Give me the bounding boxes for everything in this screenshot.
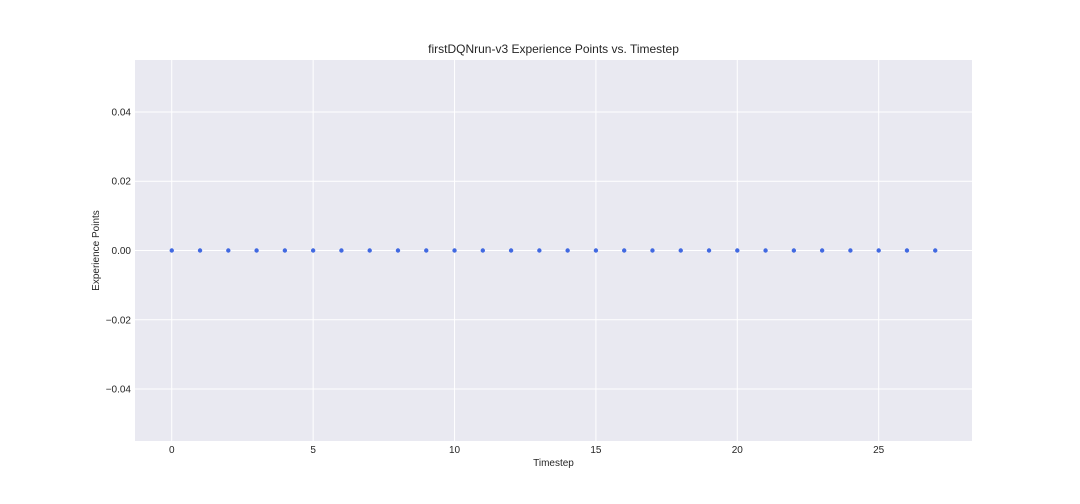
data-point xyxy=(565,248,570,253)
y-gridlines xyxy=(135,111,972,390)
y-tick-label: 0.04 xyxy=(112,107,132,118)
data-point xyxy=(904,248,910,253)
data-point xyxy=(424,248,429,253)
data-point xyxy=(452,248,457,253)
data-point xyxy=(480,248,486,253)
data-point xyxy=(876,248,881,253)
data-point xyxy=(933,248,938,253)
data-point xyxy=(226,248,231,253)
data-point xyxy=(169,248,174,253)
data-point xyxy=(254,248,259,253)
data-point xyxy=(310,248,316,253)
y-tick-label: 0.02 xyxy=(112,177,132,188)
data-point xyxy=(621,248,627,253)
data-point xyxy=(339,248,344,253)
data-point xyxy=(678,248,683,253)
x-tick-label: 0 xyxy=(169,445,175,456)
y-tick-label: 0.00 xyxy=(112,246,132,257)
y-tick-label: −0.02 xyxy=(106,315,132,326)
data-point xyxy=(367,248,372,253)
x-tick-label: 20 xyxy=(732,445,744,456)
data-point xyxy=(197,248,203,253)
chart-title: firstDQNrun-v3 Experience Points vs. Tim… xyxy=(428,42,679,56)
x-tick-label: 5 xyxy=(310,445,316,456)
data-point xyxy=(735,248,740,253)
x-tick-labels: 0 5 10 15 20 25 xyxy=(169,445,885,456)
data-point xyxy=(763,248,768,253)
y-tick-label: −0.04 xyxy=(106,385,132,396)
data-point xyxy=(706,248,712,253)
data-point xyxy=(395,248,401,253)
data-point xyxy=(848,248,853,253)
x-tick-label: 10 xyxy=(449,445,461,456)
data-point xyxy=(819,248,825,253)
data-point xyxy=(537,248,542,253)
data-point xyxy=(282,248,288,253)
data-point xyxy=(593,248,599,253)
data-point xyxy=(508,248,514,253)
y-tick-labels: −0.04 −0.02 0.00 0.02 0.04 xyxy=(106,107,132,395)
x-tick-label: 15 xyxy=(590,445,602,456)
scatter-points xyxy=(169,248,938,253)
x-axis-title: Timestep xyxy=(533,458,574,469)
data-point xyxy=(791,248,797,253)
data-point xyxy=(650,248,655,253)
x-tick-label: 25 xyxy=(873,445,885,456)
y-axis-title: Experience Points xyxy=(91,210,102,291)
